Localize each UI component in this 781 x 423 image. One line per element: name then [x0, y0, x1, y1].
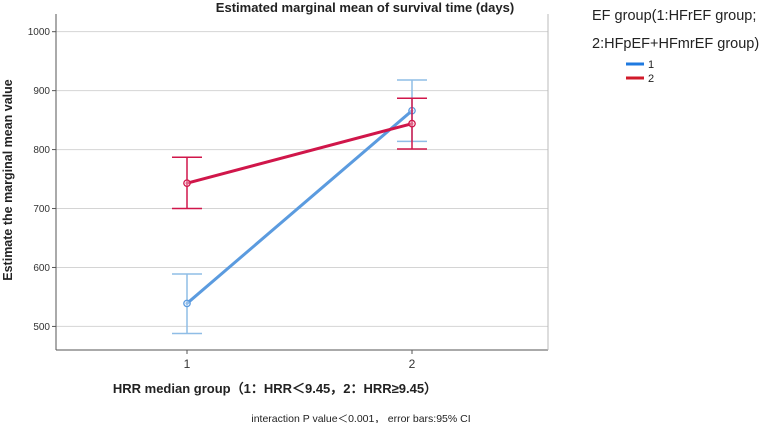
y-axis-label: Estimate the marginal mean value: [1, 79, 15, 281]
x-tick-label: 1: [184, 357, 191, 371]
y-tick-label: 500: [33, 322, 50, 333]
x-axis-label: HRR median group（1：HRR＜9.45，2：HRR≥9.45）: [113, 381, 437, 396]
chart-title: Estimated marginal mean of survival time…: [216, 0, 514, 15]
data-point: [408, 119, 416, 128]
y-tick-label: 600: [33, 263, 50, 274]
y-tick-label: 700: [33, 204, 50, 215]
legend-title-line1: EF group(1:HFrEF group;: [592, 8, 756, 24]
legend-title-line2: 2:HFpEF+HFmrEF group): [592, 36, 759, 52]
legend-label-2: 2: [648, 73, 654, 85]
x-tick-label: 2: [409, 357, 416, 371]
series-line-2: [185, 122, 414, 185]
y-tick-label: 800: [33, 145, 50, 156]
series-line-1: [185, 109, 414, 305]
y-tick-label: 900: [33, 86, 50, 97]
data-point: [183, 179, 191, 188]
data-point: [183, 299, 191, 308]
footnote: interaction P value＜0.001， error bars:95…: [251, 413, 470, 423]
y-tick-label: 1000: [28, 27, 51, 38]
legend-label-1: 1: [648, 59, 654, 71]
